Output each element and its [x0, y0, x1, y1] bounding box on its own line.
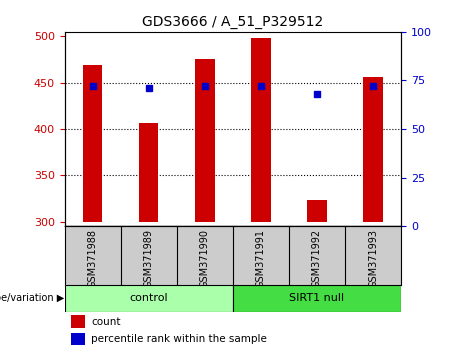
Text: control: control: [130, 293, 168, 303]
Bar: [307, 200, 327, 222]
Bar: [195, 59, 214, 222]
Bar: [363, 77, 383, 222]
Title: GDS3666 / A_51_P329512: GDS3666 / A_51_P329512: [142, 16, 324, 29]
Text: percentile rank within the sample: percentile rank within the sample: [91, 334, 267, 344]
Bar: [251, 38, 271, 222]
Text: GSM371990: GSM371990: [200, 229, 210, 288]
Text: genotype/variation ▶: genotype/variation ▶: [0, 293, 65, 303]
Bar: [71, 333, 85, 345]
Bar: [83, 65, 102, 222]
Bar: [139, 122, 159, 222]
Text: GSM371991: GSM371991: [256, 229, 266, 288]
Text: GSM371992: GSM371992: [312, 229, 322, 289]
Text: count: count: [91, 317, 121, 327]
Bar: [71, 315, 85, 328]
Text: GSM371989: GSM371989: [144, 229, 154, 288]
Text: SIRT1 null: SIRT1 null: [290, 293, 344, 303]
Bar: [233, 285, 401, 312]
Bar: [65, 285, 233, 312]
Text: GSM371993: GSM371993: [368, 229, 378, 288]
Text: GSM371988: GSM371988: [88, 229, 98, 288]
